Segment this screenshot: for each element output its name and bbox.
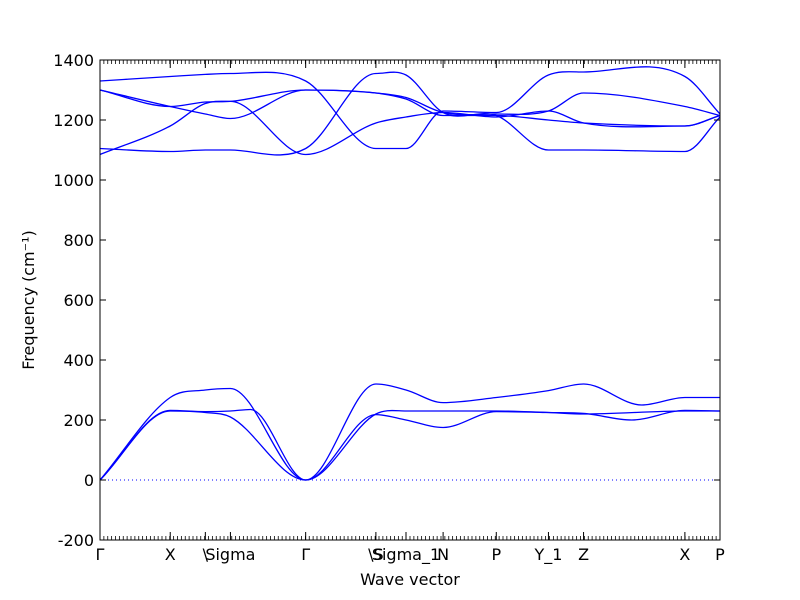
y-tick-label: 400 xyxy=(63,351,94,370)
x-tick-label: Γ xyxy=(96,545,105,564)
x-tick-label: Z xyxy=(578,545,589,564)
x-tick-label: Sigma_1 xyxy=(372,545,440,565)
x-tick-label: X xyxy=(679,545,690,564)
plot-area xyxy=(99,66,721,481)
x-tick-label: N xyxy=(437,545,449,564)
y-tick-label: 1200 xyxy=(53,111,94,130)
phonon-branch-6 xyxy=(99,89,721,127)
axes: -200 0 200 400 600 800 1000 1200 1400 Γ X \Sigma Γ \S… xyxy=(53,51,725,565)
x-tick-label: \S xyxy=(368,545,384,564)
y-tick-label: 0 xyxy=(84,471,94,490)
y-tick-label: 800 xyxy=(63,231,94,250)
y-tick-label: 600 xyxy=(63,291,94,310)
x-tick-label: Y_1 xyxy=(533,545,562,565)
y-tick-label: -200 xyxy=(58,531,94,550)
x-tick-label: P xyxy=(491,545,501,564)
y-axis-label: Frequency (cm⁻¹) xyxy=(19,230,38,369)
x-tick-label: Γ xyxy=(301,545,310,564)
phonon-branch-8 xyxy=(99,66,721,150)
phonon-branch-7 xyxy=(99,89,721,117)
y-tick-label: 1000 xyxy=(53,171,94,190)
x-tick-label: P xyxy=(715,545,725,564)
y-tick-label: 1400 xyxy=(53,51,94,70)
x-tick-label: \ xyxy=(203,545,209,564)
phonon-branch-3 xyxy=(99,383,720,481)
x-tick-label: X xyxy=(165,545,176,564)
phonon-branch-2 xyxy=(99,408,721,481)
phonon-branch-5 xyxy=(99,71,721,156)
x-tick-label: Sigma xyxy=(205,545,255,564)
plot-frame xyxy=(99,59,721,541)
y-tick-label: 200 xyxy=(63,411,94,430)
x-axis-label: Wave vector xyxy=(360,570,460,589)
